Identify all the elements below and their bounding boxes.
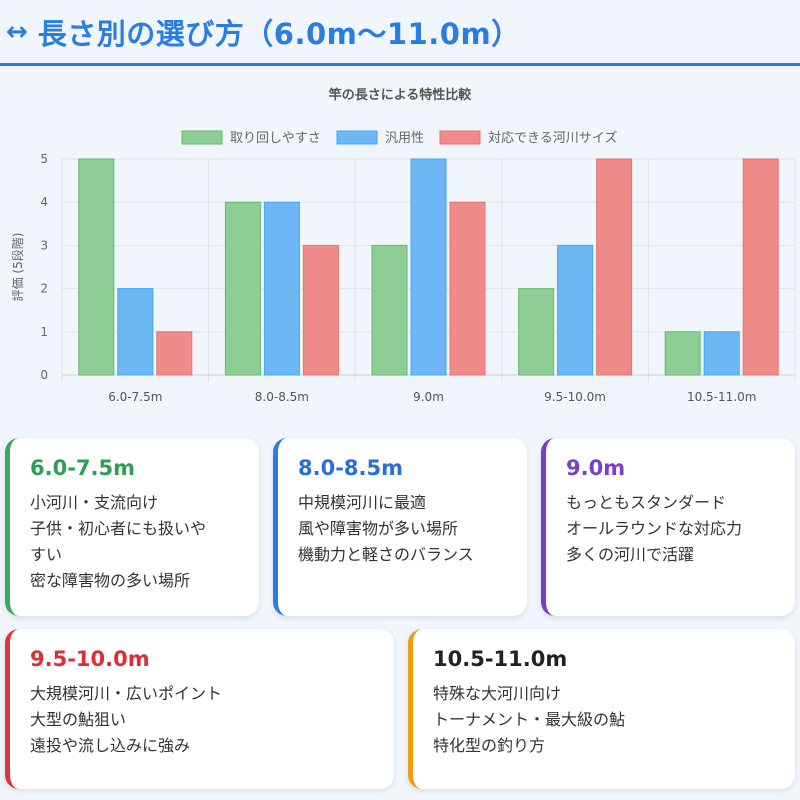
card-line: もっともスタンダード	[566, 493, 727, 512]
length-card-8-8.5m: 8.0-8.5m 中規模河川に最適風や障害物が多い場所 機動力と軽さのバランス	[273, 438, 527, 616]
y-axis-label: 評価 (5段階)	[10, 233, 25, 302]
bar	[371, 244, 408, 376]
y-tick-label: 3	[40, 238, 48, 252]
bar	[156, 331, 193, 376]
y-tick-label: 5	[40, 152, 48, 166]
y-tick-label: 0	[40, 368, 48, 382]
length-card-6-7.5m: 6.0-7.5m 小河川・支流向け子供・初心者にも扱いや すい密な障害物の多い場所	[5, 438, 259, 616]
card-title: 6.0-7.5m	[30, 456, 135, 480]
card-line: 大規模河川・広いポイント	[30, 684, 223, 703]
bar	[703, 331, 740, 376]
bar	[224, 201, 261, 376]
bar	[302, 244, 339, 376]
card-title: 8.0-8.5m	[298, 456, 403, 480]
y-tick-label: 2	[40, 282, 48, 296]
card-line: 多くの河川で活躍	[566, 545, 695, 564]
card-title: 9.5-10.0m	[30, 647, 150, 671]
bar	[410, 158, 447, 376]
card-line: トーナメント・最大級の鮎	[433, 710, 626, 729]
bar	[263, 201, 300, 376]
bar	[449, 201, 486, 376]
card-line: 大型の鮎狙い	[30, 710, 127, 729]
bar	[664, 331, 701, 376]
y-tick-label: 1	[40, 325, 48, 339]
bar	[557, 244, 594, 376]
bar	[742, 158, 779, 376]
legend-label: 対応できる河川サイズ	[488, 130, 617, 146]
x-tick-label: 9.5-10.0m	[544, 390, 606, 404]
chart-title: 竿の長さによる特性比較	[329, 87, 473, 103]
x-tick-label: 9.0m	[413, 390, 444, 404]
card-line: 遠投や流し込みに強み	[30, 736, 191, 755]
legend-swatch	[181, 130, 223, 145]
card-line: 特化型の釣り方	[433, 736, 546, 755]
x-tick-label: 10.5-11.0m	[687, 390, 756, 404]
card-title: 10.5-11.0m	[433, 647, 568, 671]
legend-label: 取り回しやすさ	[230, 131, 321, 146]
card-line: 中規模河川に最適	[298, 493, 427, 512]
card-line: 密な障害物の多い場所	[30, 571, 191, 590]
card-line: 子供・初心者にも扱いや	[30, 519, 207, 538]
bar	[596, 158, 633, 376]
bar	[518, 288, 555, 376]
card-line: 特殊な大河川向け	[433, 684, 562, 703]
length-card-9m: 9.0m もっともスタンダード オールラウンドな対応力 多くの河川で活躍	[541, 438, 795, 616]
card-line: 小河川・支流向け	[30, 493, 159, 512]
card-line: オールラウンドな対応力	[566, 519, 743, 538]
card-line: 風や障害物が多い場所	[298, 519, 459, 538]
length-card-10.5-11m: 10.5-11.0m 特殊な大河川向けトーナメント・最大級の鮎 特化型の釣り方	[408, 629, 795, 789]
length-card-9.5-10m: 9.5-10.0m 大規模河川・広いポイント 大型の鮎狙い遠投や流し込みに強み	[5, 629, 394, 789]
y-tick-label: 4	[40, 195, 48, 209]
x-tick-label: 8.0-8.5m	[255, 390, 309, 404]
legend-label: 汎用性	[385, 131, 424, 146]
legend-swatch	[439, 130, 481, 145]
left-right-arrow-icon: ↔	[6, 16, 28, 47]
card-line: すい	[30, 545, 63, 564]
page-title: 長さ別の選び方（6.0m〜11.0m）	[37, 16, 521, 51]
bar	[78, 158, 115, 376]
card-title: 9.0m	[566, 456, 626, 480]
page-header: ↔ 長さ別の選び方（6.0m〜11.0m）	[0, 0, 800, 66]
legend-swatch	[336, 130, 378, 145]
card-line: 機動力と軽さのバランス	[298, 545, 474, 564]
x-tick-label: 6.0-7.5m	[108, 390, 162, 404]
bar	[117, 288, 154, 376]
